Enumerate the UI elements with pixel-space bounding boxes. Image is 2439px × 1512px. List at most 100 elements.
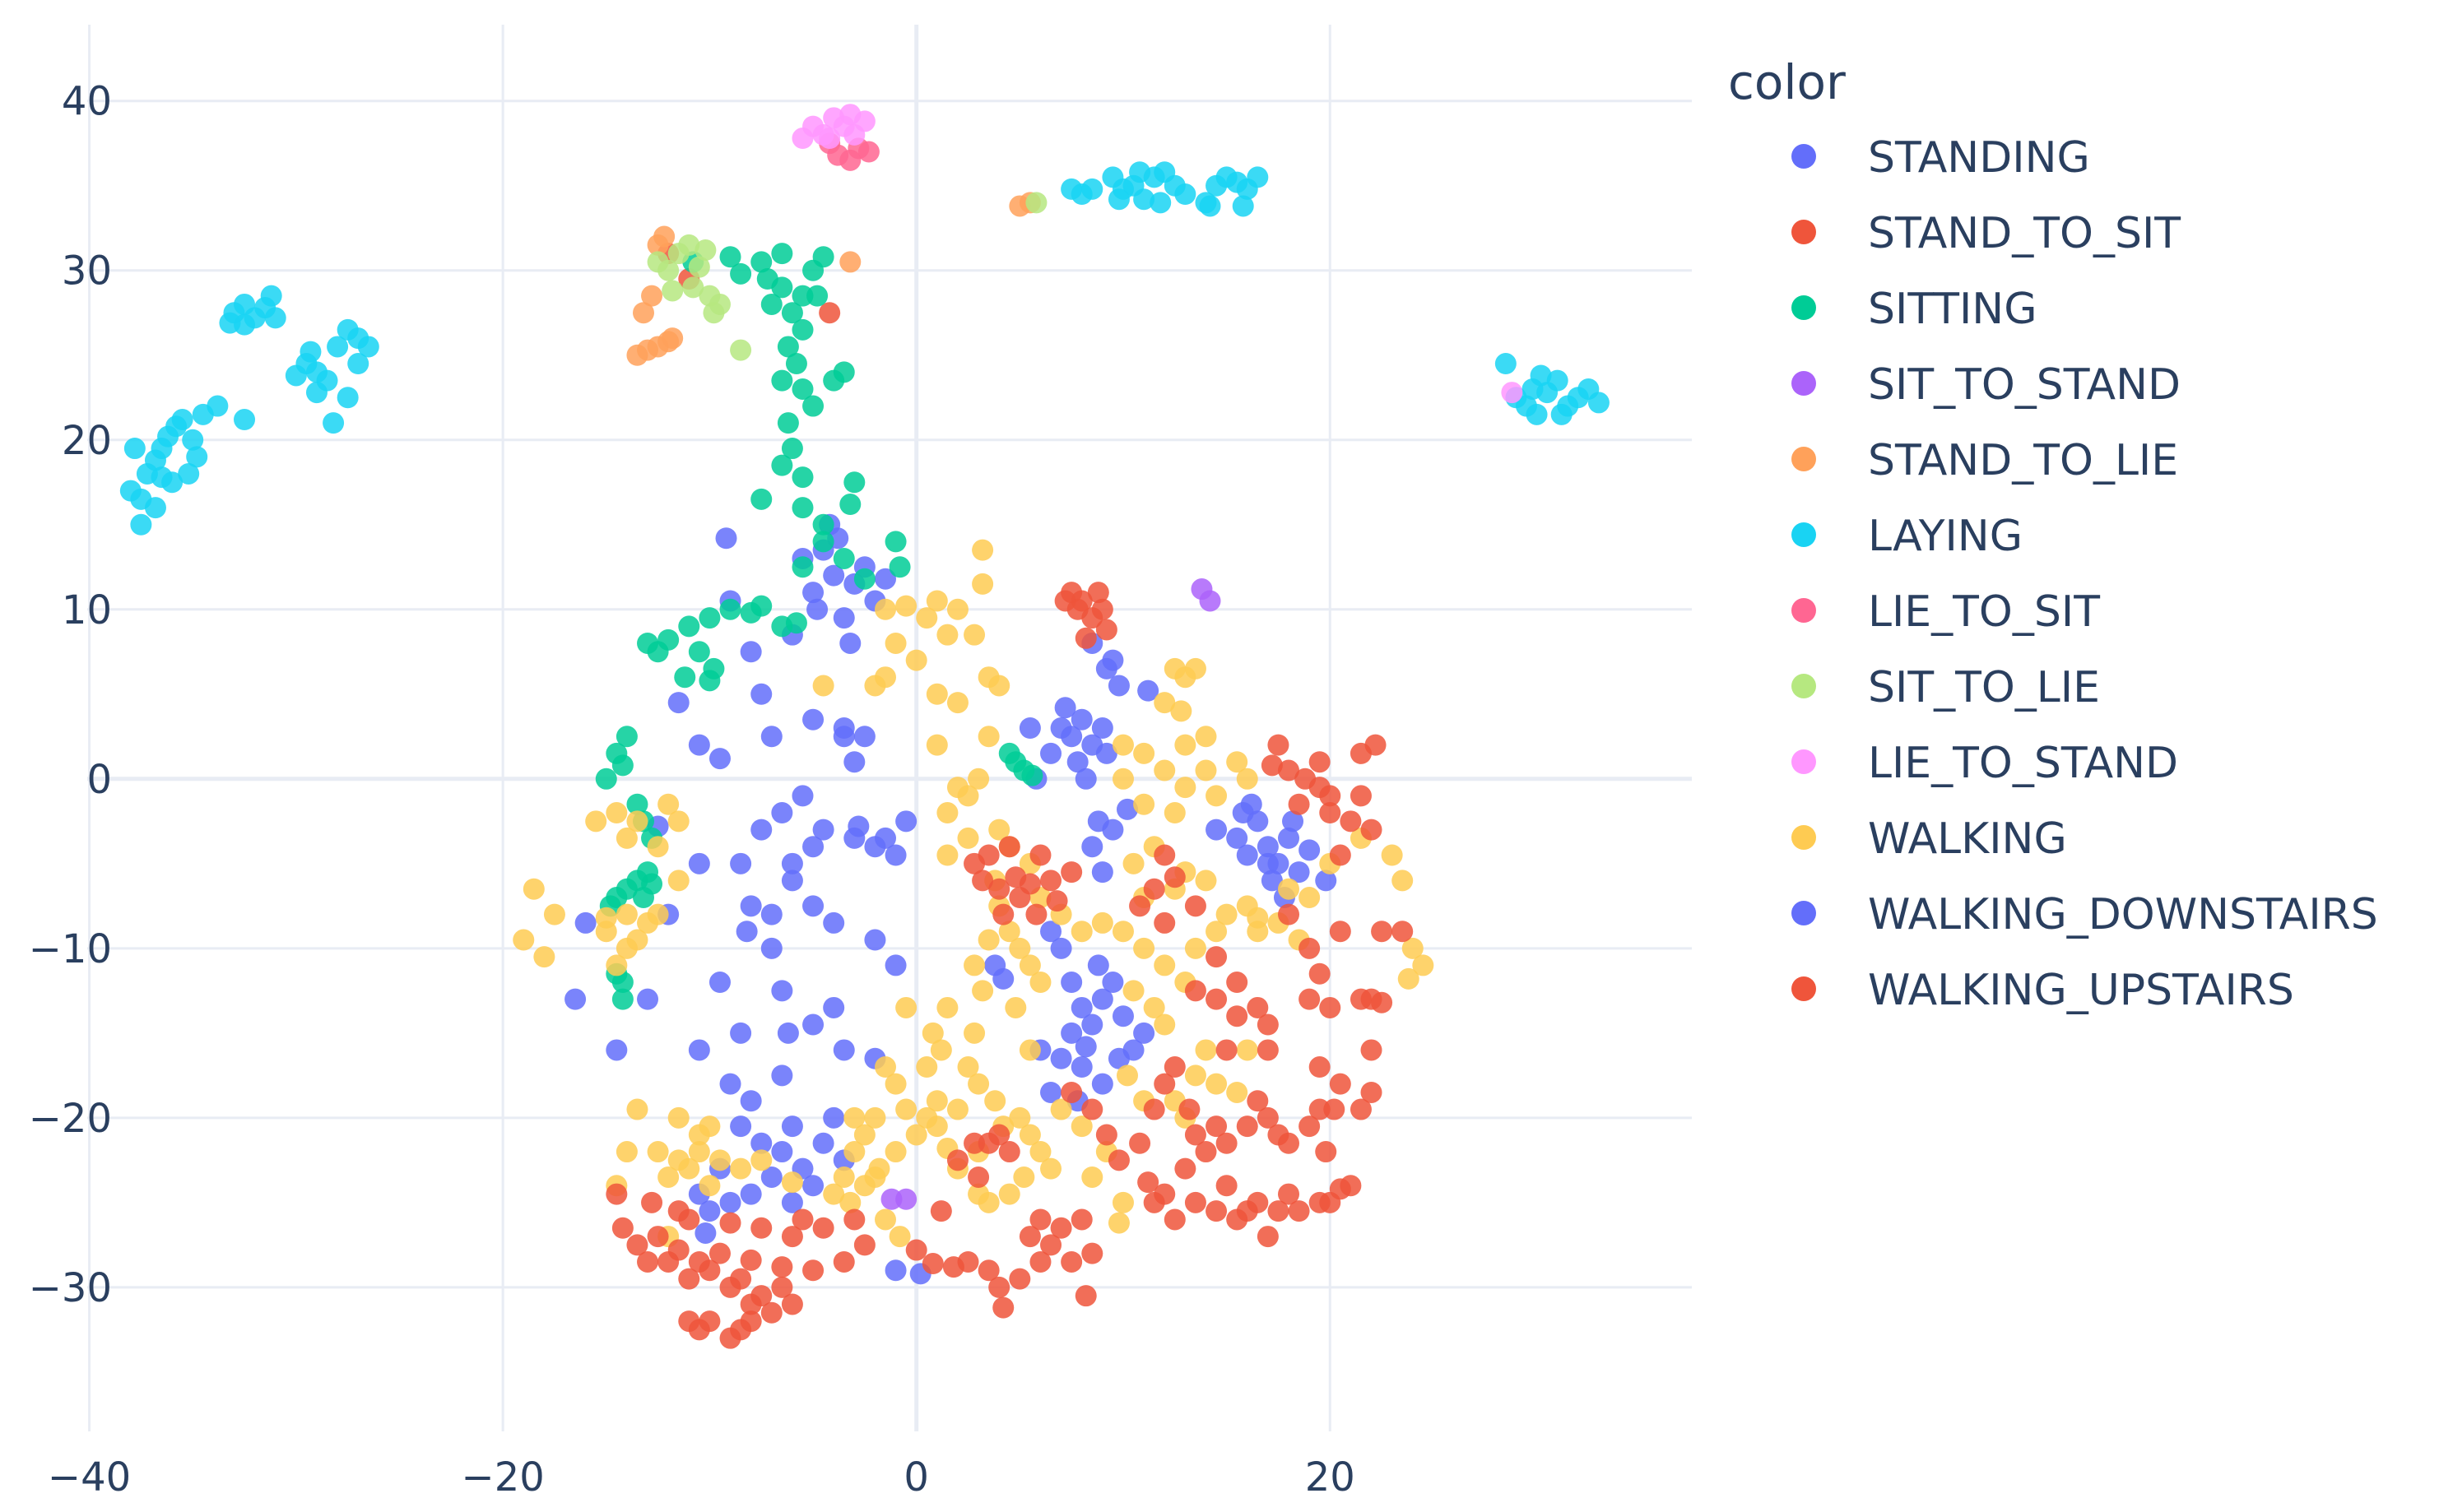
data-point bbox=[760, 293, 783, 315]
legend-item[interactable]: STANDING bbox=[1791, 133, 2090, 183]
data-point bbox=[1081, 1098, 1103, 1120]
data-point bbox=[1261, 870, 1283, 892]
data-point bbox=[1061, 1022, 1083, 1044]
data-point bbox=[305, 382, 328, 404]
data-point bbox=[802, 582, 825, 604]
data-point bbox=[984, 1090, 1006, 1112]
data-point bbox=[740, 641, 762, 663]
data-point bbox=[667, 810, 690, 833]
data-point bbox=[1075, 627, 1097, 649]
data-point bbox=[1494, 353, 1517, 375]
data-point bbox=[1174, 183, 1196, 206]
data-point bbox=[1054, 590, 1076, 612]
legend-item[interactable]: SIT_TO_STAND bbox=[1791, 360, 2181, 410]
data-point bbox=[730, 852, 752, 874]
data-point bbox=[740, 1249, 762, 1271]
data-point bbox=[771, 454, 793, 476]
data-point bbox=[1350, 785, 1372, 807]
data-point bbox=[678, 1268, 700, 1290]
data-point bbox=[812, 1217, 834, 1239]
data-point bbox=[781, 1293, 803, 1315]
data-point bbox=[936, 996, 959, 1018]
legend-item[interactable]: LAYING bbox=[1791, 512, 2023, 561]
data-point bbox=[1029, 972, 1052, 994]
data-point bbox=[1360, 1039, 1382, 1061]
data-point bbox=[1054, 697, 1076, 719]
data-point bbox=[802, 836, 825, 858]
data-point bbox=[848, 815, 870, 837]
data-point bbox=[647, 1141, 669, 1163]
data-point bbox=[946, 1149, 969, 1171]
data-point bbox=[843, 1141, 866, 1163]
data-point bbox=[998, 836, 1020, 858]
legend-item[interactable]: WALKING_UPSTAIRS bbox=[1791, 966, 2294, 1015]
data-point bbox=[626, 793, 648, 815]
data-point bbox=[968, 1166, 990, 1188]
data-point bbox=[667, 1106, 690, 1129]
data-point bbox=[843, 1106, 866, 1129]
data-point bbox=[992, 903, 1015, 925]
data-point bbox=[1257, 1039, 1279, 1061]
data-point bbox=[1081, 1013, 1103, 1036]
data-point bbox=[637, 1250, 659, 1273]
data-point bbox=[1215, 1039, 1238, 1061]
data-point bbox=[1061, 861, 1083, 884]
legend-item[interactable]: SIT_TO_LIE bbox=[1791, 663, 2100, 712]
legend-item[interactable]: STAND_TO_LIE bbox=[1791, 436, 2178, 485]
data-point bbox=[678, 1310, 700, 1333]
data-point bbox=[611, 1217, 634, 1239]
legend-label: SIT_TO_STAND bbox=[1868, 360, 2181, 410]
data-point bbox=[1257, 1013, 1279, 1036]
data-point bbox=[695, 239, 717, 262]
data-point bbox=[1164, 802, 1186, 824]
data-point bbox=[667, 870, 690, 892]
series-walking-upstairs bbox=[606, 582, 1414, 1349]
data-point bbox=[1071, 921, 1093, 943]
data-point bbox=[616, 937, 638, 959]
legend-label: STANDING bbox=[1868, 133, 2090, 183]
data-point bbox=[750, 1217, 773, 1239]
legend-label: WALKING bbox=[1868, 814, 2067, 864]
legend-label: WALKING_DOWNSTAIRS bbox=[1868, 890, 2378, 939]
data-point bbox=[1350, 988, 1372, 1010]
data-point bbox=[771, 369, 793, 392]
legend-item[interactable]: SITTING bbox=[1791, 285, 2037, 334]
data-point bbox=[1526, 403, 1548, 425]
legend-item[interactable]: WALKING bbox=[1791, 814, 2067, 864]
data-point bbox=[626, 1234, 648, 1256]
data-point bbox=[1061, 1081, 1083, 1103]
data-point bbox=[853, 568, 876, 590]
data-point bbox=[930, 1039, 952, 1061]
data-point bbox=[926, 683, 948, 705]
legend-item[interactable]: STAND_TO_SIT bbox=[1791, 209, 2181, 258]
data-point bbox=[853, 726, 876, 748]
data-point bbox=[895, 1098, 918, 1120]
data-point bbox=[1298, 887, 1321, 909]
data-point bbox=[839, 251, 862, 273]
data-point bbox=[1025, 192, 1048, 214]
data-point bbox=[833, 607, 855, 629]
data-point bbox=[1071, 996, 1093, 1018]
data-point bbox=[1206, 1073, 1228, 1095]
data-point bbox=[1071, 1056, 1093, 1078]
data-point bbox=[857, 141, 880, 163]
data-point bbox=[1095, 742, 1117, 764]
data-point bbox=[750, 683, 773, 705]
data-point bbox=[1019, 717, 1041, 739]
data-point bbox=[1184, 1064, 1206, 1087]
data-point bbox=[678, 234, 700, 256]
data-point bbox=[833, 1166, 855, 1188]
data-point bbox=[662, 327, 684, 350]
legend-item[interactable]: WALKING_DOWNSTAIRS bbox=[1791, 890, 2378, 939]
data-point bbox=[889, 1226, 911, 1248]
data-point bbox=[978, 726, 1000, 748]
legend-item[interactable]: LIE_TO_SIT bbox=[1791, 587, 2100, 637]
data-point bbox=[988, 1276, 1010, 1298]
legend[interactable]: color STANDING STAND_TO_SIT SITTING SIT_TO_… bbox=[1728, 54, 2378, 1015]
data-point bbox=[1195, 759, 1217, 782]
data-point bbox=[823, 996, 845, 1018]
data-point bbox=[750, 819, 773, 841]
data-point bbox=[1206, 946, 1228, 968]
data-point bbox=[1164, 1056, 1186, 1078]
legend-item[interactable]: LIE_TO_STAND bbox=[1791, 739, 2178, 788]
